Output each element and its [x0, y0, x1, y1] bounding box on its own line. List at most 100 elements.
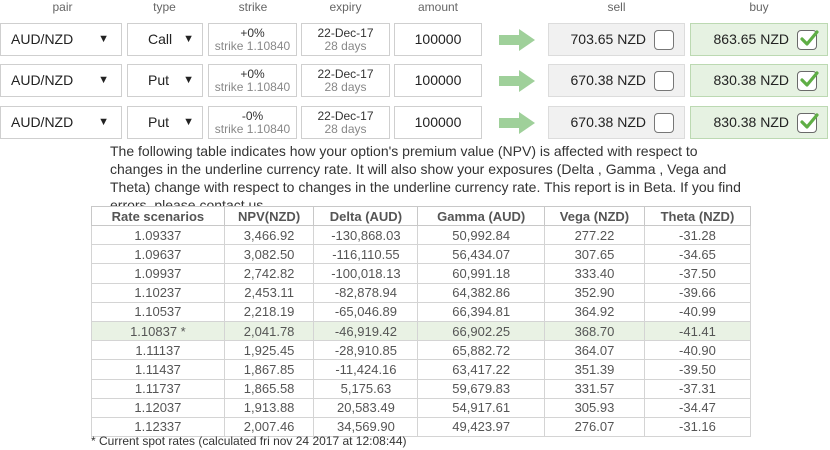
table-cell: 1.10537 — [91, 301, 225, 322]
table-cell: -37.31 — [643, 378, 752, 399]
sell-price: 703.65 NZD — [570, 31, 646, 47]
table-cell: 364.07 — [544, 340, 645, 361]
table-cell: -40.90 — [643, 340, 752, 361]
pair-select[interactable]: AUD/NZD ▼ — [0, 106, 122, 139]
table-cell: -11,424.16 — [313, 359, 419, 380]
header-type: type — [153, 0, 176, 14]
option-row: AUD/NZD ▼ Put ▼ -0% strike 1.10840 22-De… — [0, 106, 830, 140]
rate-scenarios-table: Rate scenarios NPV(NZD) Delta (AUD) Gamma (… — [91, 206, 752, 438]
expiry-days: 28 days — [324, 122, 367, 136]
buy-option[interactable]: 863.65 NZD — [690, 23, 828, 56]
table-cell: 59,679.83 — [417, 378, 545, 399]
strike-value: strike 1.10840 — [214, 80, 291, 94]
table-cell: 351.39 — [544, 359, 645, 380]
table-cell: 1.09937 — [91, 263, 225, 284]
table-cell: 3,466.92 — [223, 224, 315, 246]
table-cell: 3,082.50 — [223, 244, 315, 265]
table-cell: -37.50 — [643, 263, 752, 284]
pair-select[interactable]: AUD/NZD ▼ — [0, 23, 122, 56]
strike-field[interactable]: +0% strike 1.10840 — [208, 23, 297, 56]
table-cell: -82,878.94 — [313, 282, 419, 303]
table-cell: 64,382.86 — [417, 282, 545, 303]
table-cell: 364.92 — [544, 301, 645, 322]
type-select[interactable]: Put ▼ — [127, 64, 203, 97]
type-value: Put — [148, 72, 170, 88]
check-icon — [800, 113, 819, 129]
amount-input[interactable]: 100000 — [394, 106, 482, 139]
expiry-days: 28 days — [324, 80, 367, 94]
table-cell: 352.90 — [544, 282, 645, 303]
table-header-row: Rate scenarios NPV(NZD) Delta (AUD) Gamma (… — [91, 206, 752, 226]
column-header: Gamma (AUD) — [417, 206, 545, 226]
table-cell: 331.57 — [544, 378, 645, 399]
expiry-date: 22-Dec-17 — [317, 26, 374, 40]
buy-price: 863.65 NZD — [713, 31, 789, 47]
table-cell: 1.10237 — [91, 282, 225, 303]
buy-price: 830.38 NZD — [713, 114, 789, 130]
chevron-down-icon: ▼ — [98, 33, 109, 45]
sell-option[interactable]: 703.65 NZD — [548, 23, 685, 56]
table-cell: 1.11137 — [91, 340, 225, 361]
table-cell: 1.09637 — [91, 244, 225, 265]
buy-checkbox[interactable] — [797, 113, 819, 133]
header-amount: amount — [417, 0, 459, 14]
table-cell: 2,453.11 — [223, 282, 315, 303]
type-select[interactable]: Put ▼ — [127, 106, 203, 139]
table-cell: -39.66 — [643, 282, 752, 303]
table-cell: -39.50 — [643, 359, 752, 380]
expiry-field[interactable]: 22-Dec-17 28 days — [301, 23, 390, 56]
header-pair: pair — [52, 0, 73, 14]
table-cell: 2,041.78 — [223, 320, 315, 342]
table-cell: 5,175.63 — [313, 378, 419, 399]
header-buy: buy — [749, 0, 769, 14]
strike-field[interactable]: +0% strike 1.10840 — [208, 64, 297, 97]
sell-option[interactable]: 670.38 NZD — [548, 106, 685, 139]
amount-input[interactable]: 100000 — [394, 64, 482, 97]
strike-offset: +0% — [240, 67, 265, 81]
arrow-right-icon — [499, 112, 535, 134]
chevron-down-icon: ▼ — [98, 74, 109, 86]
table-cell: 305.93 — [544, 397, 645, 418]
expiry-date: 22-Dec-17 — [317, 109, 374, 123]
strike-value: strike 1.10840 — [214, 39, 291, 53]
table-cell: 20,583.49 — [313, 397, 419, 418]
check-icon — [800, 71, 819, 87]
amount-input[interactable]: 100000 — [394, 23, 482, 56]
table-cell: -65,046.89 — [313, 301, 419, 322]
table-cell: 368.70 — [544, 320, 645, 342]
buy-checkbox[interactable] — [797, 30, 819, 50]
buy-option[interactable]: 830.38 NZD — [690, 64, 828, 97]
column-header: NPV(NZD) — [223, 206, 315, 226]
type-select[interactable]: Call ▼ — [127, 23, 203, 56]
sell-option[interactable]: 670.38 NZD — [548, 64, 685, 97]
expiry-field[interactable]: 22-Dec-17 28 days — [301, 106, 390, 139]
table-cell: 277.22 — [544, 224, 645, 246]
table-cell: 63,417.22 — [417, 359, 545, 380]
pair-select[interactable]: AUD/NZD ▼ — [0, 64, 122, 97]
column-header: Delta (AUD) — [313, 206, 419, 226]
expiry-field[interactable]: 22-Dec-17 28 days — [301, 64, 390, 97]
header-strike: strike — [238, 0, 268, 14]
table-row: 1.11137 1,925.45 -28,910.85 65,882.72 364.07… — [91, 340, 752, 361]
chevron-down-icon: ▼ — [98, 116, 109, 128]
option-row: AUD/NZD ▼ Call ▼ +0% strike 1.10840 22-D… — [0, 23, 830, 57]
table-row: 1.10537 2,218.19 -65,046.89 66,394.81 364.92… — [91, 301, 752, 322]
table-cell: 34,569.90 — [313, 416, 419, 438]
sell-price: 670.38 NZD — [570, 114, 646, 130]
table-cell: 1.09337 — [91, 224, 225, 246]
table-cell: -40.99 — [643, 301, 752, 322]
table-row: 1.10237 2,453.11 -82,878.94 64,382.86 352.90… — [91, 282, 752, 303]
type-value: Put — [148, 114, 170, 130]
buy-option[interactable]: 830.38 NZD — [690, 106, 828, 139]
table-cell: -28,910.85 — [313, 340, 419, 361]
sell-checkbox[interactable] — [654, 71, 674, 91]
table-cell: 66,902.25 — [417, 320, 545, 342]
buy-checkbox[interactable] — [797, 71, 819, 91]
sell-checkbox[interactable] — [654, 113, 674, 133]
table-cell: 333.40 — [544, 263, 645, 284]
strike-field[interactable]: -0% strike 1.10840 — [208, 106, 297, 139]
table-cell: 307.65 — [544, 244, 645, 265]
sell-checkbox[interactable] — [654, 30, 674, 50]
table-cell: 60,991.18 — [417, 263, 545, 284]
pair-value: AUD/NZD — [11, 114, 74, 130]
